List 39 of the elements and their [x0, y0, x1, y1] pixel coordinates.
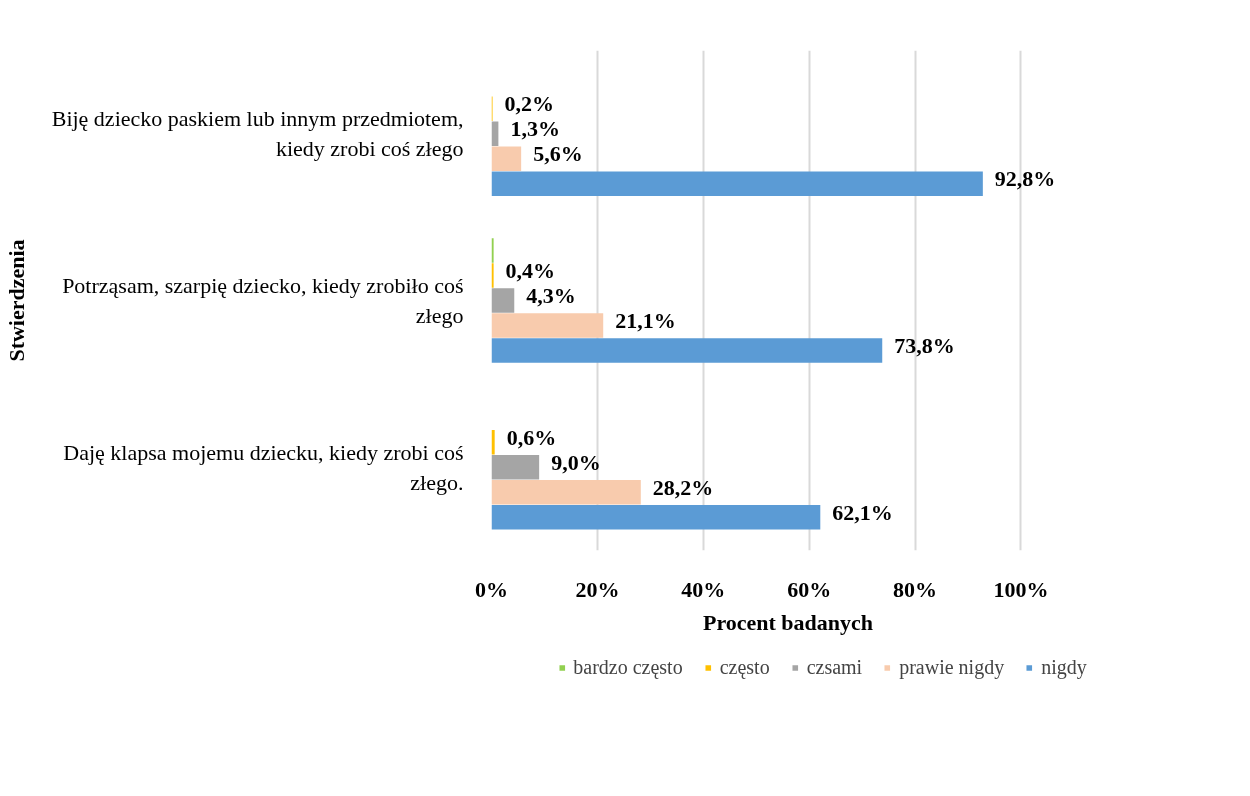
x-tick-label: 60% [787, 576, 832, 602]
data-label: 28,2% [652, 474, 714, 500]
data-label: 4,3% [526, 283, 576, 308]
x-tick-label: 80% [893, 576, 938, 602]
x-tick-label: 40% [681, 576, 726, 602]
data-label: 21,1% [615, 308, 676, 333]
data-label: 9,0% [551, 449, 601, 475]
bar [491, 504, 821, 530]
data-label: 0,2% [504, 91, 555, 117]
bar [491, 263, 494, 288]
data-label: 73,8% [894, 333, 955, 358]
data-label: 0,6% [506, 424, 557, 450]
data-label: 62,1% [832, 499, 893, 525]
bar [491, 171, 983, 197]
x-tick-label: 100% [993, 576, 1049, 602]
x-axis-title: Procent badanych [702, 609, 874, 635]
bar [491, 338, 883, 363]
data-label: 0,4% [505, 258, 556, 283]
legend-label: bardzo często [573, 655, 683, 679]
data-label: 92,8% [994, 166, 1056, 192]
legend-label: czsami [806, 655, 863, 679]
x-tick-label: 20% [575, 576, 620, 602]
bar [491, 288, 515, 313]
bar [491, 313, 604, 338]
bar [491, 146, 522, 172]
legend-label: często [719, 655, 770, 679]
legend-label: nigdy [1041, 655, 1087, 679]
legend-label: prawie nigdy [899, 655, 1005, 679]
y-tick-label: Biję dziecko paskiem lub innym przedmiotem, kiedy zrobi coś złego [51, 106, 464, 162]
data-label: 5,6% [533, 141, 583, 167]
y-tick-label: Potrząsam, szarpię dziecko, kiedy zrobiło coś złego [62, 273, 464, 328]
data-label: 1,3% [510, 116, 560, 142]
bar [491, 429, 495, 455]
bar [491, 238, 494, 263]
bar [491, 479, 641, 505]
y-axis-title: Stwierdzenia [3, 239, 29, 362]
bar [491, 454, 540, 480]
y-tick-label: Daję klapsa mojemu dziecku, kiedy zrobi coś złego. [63, 439, 464, 495]
x-tick-label: 0% [475, 576, 508, 602]
